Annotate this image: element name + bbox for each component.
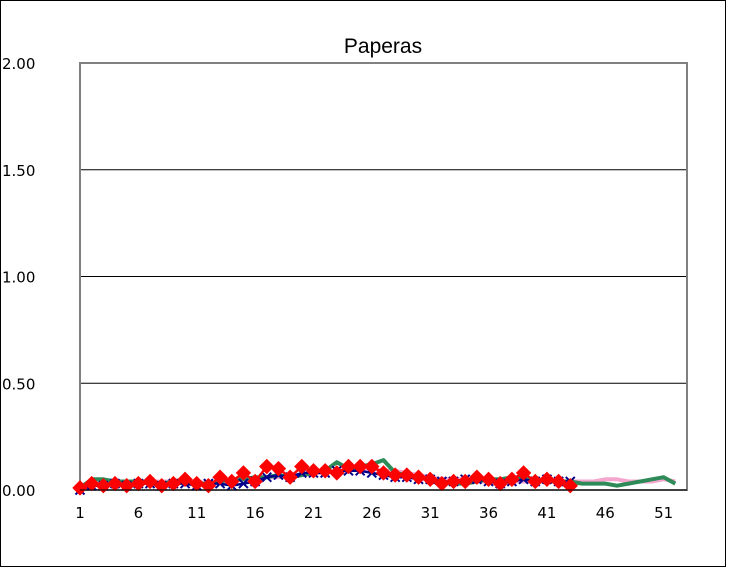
data-point-x-marker xyxy=(238,478,249,489)
data-point-diamond-marker xyxy=(352,458,368,475)
data-point-diamond-marker xyxy=(399,467,415,483)
data-point-diamond-marker xyxy=(305,463,322,479)
data-point-diamond-marker xyxy=(72,480,88,496)
series-layer xyxy=(72,458,677,496)
data-point-diamond-marker xyxy=(340,458,357,475)
x-tick-label: 51 xyxy=(654,504,673,522)
data-point-x-marker xyxy=(261,471,272,483)
data-point-diamond-marker xyxy=(364,458,380,475)
data-point-diamond-marker xyxy=(189,475,205,492)
chart-title: Paperas xyxy=(344,35,422,58)
data-point-diamond-marker xyxy=(177,471,193,488)
data-point-diamond-marker xyxy=(212,469,228,485)
data-point-diamond-marker xyxy=(83,475,100,492)
y-tick-label: 0.00 xyxy=(2,482,35,500)
x-tick-label: 21 xyxy=(304,504,323,522)
data-point-diamond-marker xyxy=(457,473,473,490)
data-point-diamond-marker xyxy=(515,465,532,481)
x-tick-label: 6 xyxy=(134,504,144,522)
data-point-diamond-marker xyxy=(480,471,497,488)
data-point-diamond-marker xyxy=(422,471,438,488)
x-tick-label: 36 xyxy=(479,504,498,522)
grid-lines xyxy=(80,169,687,384)
x-tick-label: 16 xyxy=(246,504,265,522)
data-point-diamond-marker xyxy=(492,475,508,492)
x-tick-label: 1 xyxy=(75,504,85,522)
axis-layer: 0.000.501.001.502.001 6 11 16 21 26 31 36 41 46 51 xyxy=(2,55,687,522)
data-point-diamond-marker xyxy=(317,463,333,479)
x-tick-label: 46 xyxy=(596,504,615,522)
data-point-diamond-marker xyxy=(294,458,310,475)
data-point-diamond-marker xyxy=(410,469,427,485)
data-point-diamond-marker xyxy=(469,469,485,485)
data-point-diamond-marker xyxy=(504,471,520,488)
data-point-diamond-marker xyxy=(235,465,252,481)
data-point-diamond-marker xyxy=(562,478,578,494)
y-tick-label: 2.00 xyxy=(2,55,35,73)
data-point-diamond-marker xyxy=(107,475,123,492)
data-point-diamond-marker xyxy=(259,458,275,475)
data-point-diamond-marker xyxy=(142,473,158,490)
data-point-diamond-marker xyxy=(550,473,567,490)
x-tick-label: 26 xyxy=(362,504,381,522)
data-point-diamond-marker xyxy=(165,475,182,492)
y-tick-label: 1.50 xyxy=(2,162,35,180)
data-point-diamond-marker xyxy=(224,473,240,490)
data-point-diamond-marker xyxy=(539,471,555,488)
x-tick-label: 41 xyxy=(537,504,556,522)
data-point-diamond-marker xyxy=(270,460,287,477)
y-tick-label: 1.00 xyxy=(2,269,35,287)
data-point-diamond-marker xyxy=(200,478,217,494)
data-point-diamond-marker xyxy=(445,473,462,490)
x-tick-label: 11 xyxy=(187,504,206,522)
data-point-diamond-marker xyxy=(375,465,392,481)
x-tick-label: 31 xyxy=(421,504,440,522)
data-point-diamond-marker xyxy=(247,473,263,490)
series-4 xyxy=(72,458,578,496)
data-point-diamond-marker xyxy=(387,467,403,483)
data-point-diamond-marker xyxy=(282,469,298,485)
data-point-diamond-marker xyxy=(329,465,345,481)
y-tick-label: 0.50 xyxy=(2,375,35,393)
